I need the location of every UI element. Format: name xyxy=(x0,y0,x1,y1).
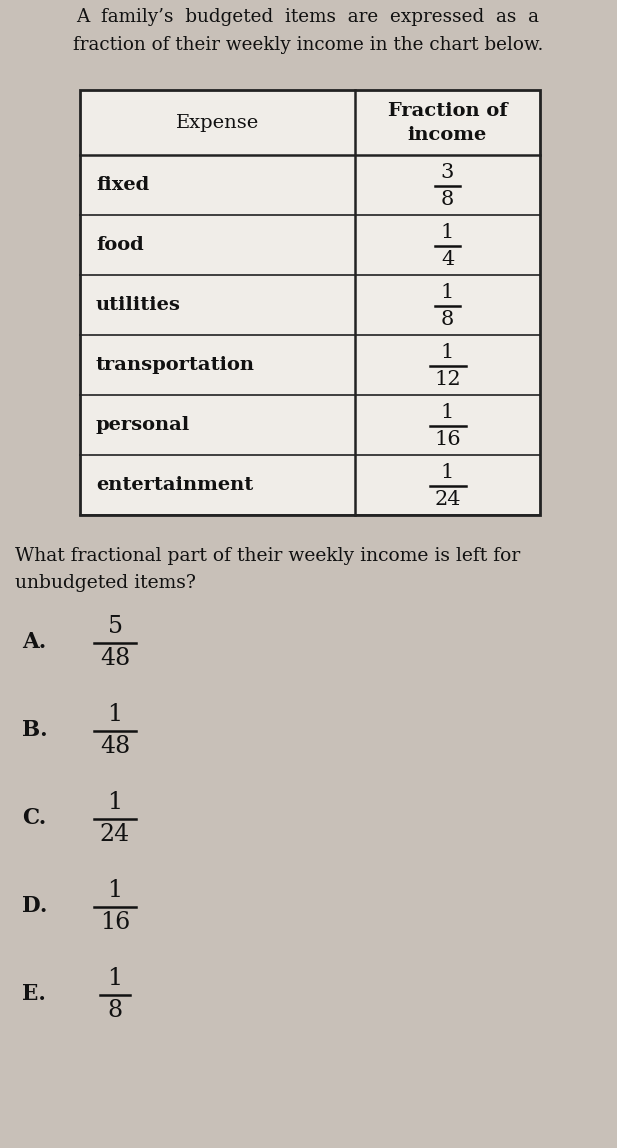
Text: 3: 3 xyxy=(441,163,454,183)
Text: entertainment: entertainment xyxy=(96,476,253,494)
Text: 24: 24 xyxy=(434,490,461,509)
Text: 1: 1 xyxy=(441,223,454,242)
Text: 48: 48 xyxy=(100,647,130,670)
Text: 1: 1 xyxy=(107,879,123,902)
Text: fraction of their weekly income in the chart below.: fraction of their weekly income in the c… xyxy=(73,36,543,54)
Text: 1: 1 xyxy=(107,791,123,814)
Text: Fraction of: Fraction of xyxy=(387,102,507,121)
Text: B.: B. xyxy=(22,719,48,740)
Text: 16: 16 xyxy=(100,912,130,934)
Text: 16: 16 xyxy=(434,430,461,449)
Text: 12: 12 xyxy=(434,370,461,389)
Text: personal: personal xyxy=(96,416,190,434)
Text: E.: E. xyxy=(22,983,46,1004)
Text: D.: D. xyxy=(22,895,48,917)
Text: Expense: Expense xyxy=(176,114,259,132)
Text: 1: 1 xyxy=(441,343,454,362)
Text: 1: 1 xyxy=(107,967,123,990)
Text: fixed: fixed xyxy=(96,176,149,194)
Text: A.: A. xyxy=(22,631,46,653)
Bar xyxy=(80,90,540,515)
Text: A  family’s  budgeted  items  are  expressed  as  a: A family’s budgeted items are expressed … xyxy=(77,8,539,26)
Text: income: income xyxy=(408,126,487,144)
Text: What fractional part of their weekly income is left for: What fractional part of their weekly inc… xyxy=(15,546,520,565)
Text: 8: 8 xyxy=(441,310,454,329)
Text: 4: 4 xyxy=(441,250,454,269)
Text: 1: 1 xyxy=(107,703,123,726)
Text: 1: 1 xyxy=(441,284,454,302)
Text: 8: 8 xyxy=(441,191,454,209)
Text: 1: 1 xyxy=(441,463,454,482)
Text: 8: 8 xyxy=(107,999,123,1022)
Text: utilities: utilities xyxy=(96,296,181,315)
Text: C.: C. xyxy=(22,807,46,829)
Text: food: food xyxy=(96,236,144,254)
Text: transportation: transportation xyxy=(96,356,255,374)
Text: 48: 48 xyxy=(100,735,130,758)
Text: 24: 24 xyxy=(100,823,130,846)
Text: 5: 5 xyxy=(107,615,123,638)
Text: 1: 1 xyxy=(441,403,454,422)
Text: unbudgeted items?: unbudgeted items? xyxy=(15,574,196,592)
